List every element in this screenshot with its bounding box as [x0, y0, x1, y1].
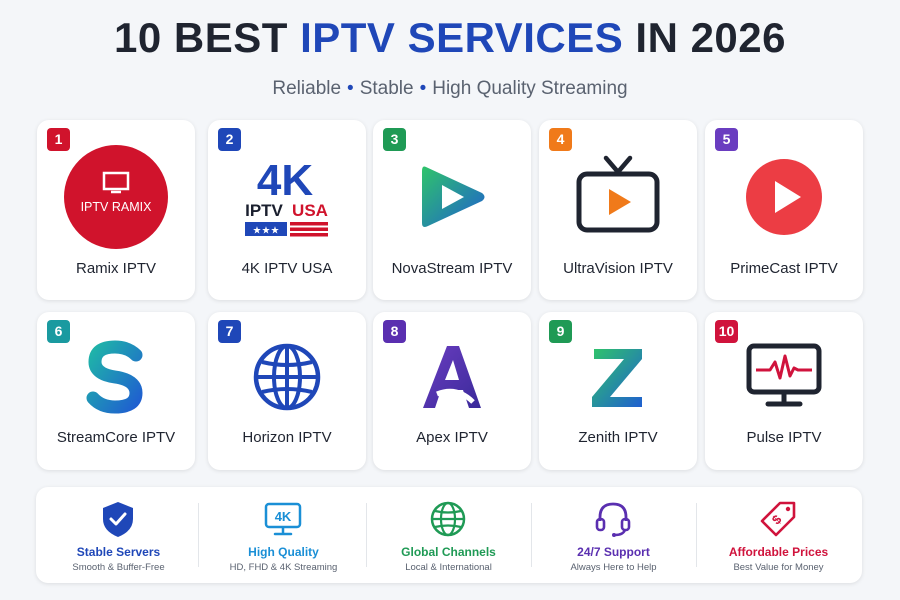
service-card-2[interactable]: 2 4K IPTV USA ★★★ 4K IPTV USA: [208, 120, 366, 300]
title-highlight: IPTV SERVICES: [300, 14, 624, 61]
price-tag-icon: $: [760, 501, 796, 537]
title-part1: 10 BEST: [113, 14, 288, 61]
rank-badge: 4: [549, 128, 572, 151]
feature-title: Affordable Prices: [728, 545, 829, 559]
feature-global-channels: Global Channels Local & International: [366, 487, 531, 583]
service-card-3[interactable]: 3 NovaStream IPTV: [373, 120, 531, 300]
service-name: StreamCore IPTV: [56, 429, 176, 446]
rank-badge: 2: [218, 128, 241, 151]
service-name: Pulse IPTV: [746, 429, 822, 446]
divider: [198, 503, 199, 567]
service-card-6[interactable]: 6 StreamCore IPTV: [37, 312, 195, 470]
monitor-4k-text: 4K: [275, 509, 292, 524]
title-part2: IN 2026: [635, 14, 787, 61]
shield-check-icon: [103, 502, 133, 537]
rank-badge: 3: [383, 128, 406, 151]
logo-4k-text: 4K: [257, 156, 313, 205]
subtitle-item: High Quality Streaming: [432, 78, 628, 99]
logo-stars: ★★★: [253, 226, 280, 237]
globe-icon: [430, 501, 466, 537]
feature-desc: Best Value for Money: [733, 562, 824, 573]
feature-title: 24/7 Support: [577, 545, 650, 559]
feature-affordable-prices: $ Affordable Prices Best Value for Money: [696, 487, 861, 583]
rank-badge: 9: [549, 320, 572, 343]
divider: [696, 503, 697, 567]
rank-badge: 10: [715, 320, 738, 343]
monitor-pulse-logo-icon: [705, 330, 863, 424]
service-name: Zenith IPTV: [578, 429, 658, 446]
service-card-1[interactable]: 1 IPTV RAMIX Ramix IPTV: [37, 120, 195, 300]
feature-title: High Quality: [248, 545, 319, 559]
rank-badge: 5: [715, 128, 738, 151]
service-card-10[interactable]: 10 Pulse IPTV: [705, 312, 863, 470]
logo-usa-text: USA: [292, 201, 328, 220]
service-card-7[interactable]: 7 Horizon IPTV: [208, 312, 366, 470]
tv-play-logo-icon: [539, 142, 697, 252]
feature-support: 24/7 Support Always Here to Help: [531, 487, 696, 583]
service-name: PrimeCast IPTV: [730, 260, 838, 277]
usa-flag-logo-icon: 4K IPTV USA ★★★: [208, 142, 366, 252]
rank-badge: 6: [47, 320, 70, 343]
subtitle-dot: •: [347, 78, 354, 99]
svg-text:$: $: [769, 511, 785, 527]
service-name: Horizon IPTV: [242, 429, 332, 446]
feature-desc: Smooth & Buffer-Free: [72, 562, 165, 573]
feature-title: Global Channels: [401, 545, 496, 559]
rank-badge: 7: [218, 320, 241, 343]
feature-desc: Always Here to Help: [570, 562, 657, 573]
features-bar: Stable Servers Smooth & Buffer-Free 4K H…: [36, 487, 862, 583]
rank-badge: 1: [47, 128, 70, 151]
feature-desc: HD, FHD & 4K Streaming: [229, 562, 338, 573]
play-triangle-logo-icon: [373, 142, 531, 252]
service-card-4[interactable]: 4 UltraVision IPTV: [539, 120, 697, 300]
z-letter-logo-icon: [539, 330, 697, 424]
service-card-8[interactable]: 8 Apex IPTV: [373, 312, 531, 470]
subtitle-dot: •: [419, 78, 427, 99]
service-card-9[interactable]: 9 Zenith IPTV: [539, 312, 697, 470]
service-card-5[interactable]: 5 PrimeCast IPTV: [705, 120, 863, 300]
divider: [366, 503, 367, 567]
service-name: Ramix IPTV: [75, 260, 156, 277]
feature-desc: Local & International: [405, 562, 492, 573]
a-letter-logo-icon: [373, 330, 531, 424]
globe-logo-icon: [208, 330, 366, 424]
feature-high-quality: 4K High Quality HD, FHD & 4K Streaming: [201, 487, 366, 583]
service-name: NovaStream IPTV: [391, 260, 513, 277]
page-title: 10 BEST IPTV SERVICES IN 2026: [0, 14, 900, 62]
logo-text: IPTV RAMIX: [81, 200, 153, 214]
tv-circle-logo-icon: IPTV RAMIX: [37, 142, 195, 252]
s-letter-logo-icon: [37, 330, 195, 424]
service-name: UltraVision IPTV: [563, 260, 673, 277]
play-circle-logo-icon: [705, 142, 863, 252]
service-name: 4K IPTV USA: [241, 260, 333, 277]
headset-icon: [595, 502, 631, 537]
feature-title: Stable Servers: [76, 545, 161, 559]
monitor-4k-icon: 4K: [264, 502, 302, 536]
rank-badge: 8: [383, 320, 406, 343]
logo-iptv-text: IPTV: [245, 201, 283, 220]
subtitle: Reliable • Stable • High Quality Streaming: [0, 78, 900, 100]
subtitle-item: Stable: [359, 78, 414, 99]
feature-stable-servers: Stable Servers Smooth & Buffer-Free: [36, 487, 201, 583]
subtitle-item: Reliable: [272, 78, 342, 99]
service-name: Apex IPTV: [416, 429, 488, 446]
divider: [531, 503, 532, 567]
